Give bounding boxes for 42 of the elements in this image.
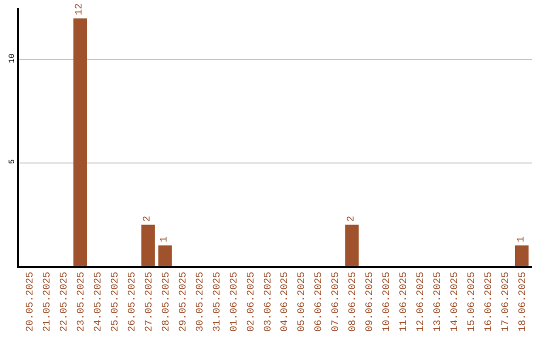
x-tick-label: 20.05.2025 (25, 272, 36, 332)
data-label: 12 (74, 3, 86, 16)
bar (515, 245, 529, 266)
x-tick-label: 07.06.2025 (331, 272, 342, 332)
x-tick-label: 30.05.2025 (195, 272, 206, 332)
bar (158, 245, 172, 266)
x-tick-label: 25.05.2025 (110, 272, 122, 332)
x-tick-label: 03.06.2025 (263, 272, 274, 332)
x-tick-label: 04.06.2025 (280, 272, 292, 332)
x-tick-label: 15.06.2025 (467, 272, 478, 332)
x-tick-label: 24.05.2025 (93, 272, 104, 332)
x-tick-label: 11.06.2025 (399, 272, 410, 332)
x-tick-label: 23.05.2025 (76, 272, 88, 332)
x-tick-label: 13.06.2025 (433, 272, 444, 332)
data-label: 1 (160, 236, 171, 242)
x-tick-label: 12.06.2025 (416, 272, 428, 332)
data-label: 2 (346, 216, 358, 222)
bar (141, 224, 155, 266)
x-tick-label: 16.06.2025 (484, 272, 496, 332)
bar (345, 224, 359, 266)
y-tick-label: 10 (8, 53, 18, 64)
x-tick-label: 05.06.2025 (297, 272, 308, 332)
x-tick-label: 21.05.2025 (42, 272, 54, 332)
bar (73, 18, 87, 266)
x-tick-label: 06.06.2025 (314, 272, 326, 332)
x-tick-label: 18.06.2025 (518, 272, 530, 332)
data-label: 1 (516, 236, 528, 242)
data-label: 2 (142, 216, 154, 222)
x-tick-label: 02.06.2025 (246, 272, 258, 332)
x-tick-label: 29.05.2025 (178, 272, 190, 332)
y-tick-label: 5 (8, 159, 18, 164)
x-tick-label: 26.05.2025 (127, 272, 138, 332)
x-tick-label: 28.05.2025 (161, 272, 172, 332)
x-tick-label: 22.05.2025 (59, 272, 70, 332)
x-tick-label: 17.06.2025 (501, 272, 512, 332)
x-tick-label: 14.06.2025 (450, 272, 462, 332)
x-tick-label: 10.06.2025 (382, 272, 394, 332)
x-tick-label: 01.06.2025 (229, 272, 240, 332)
x-tick-label: 31.05.2025 (212, 272, 224, 332)
x-tick-label: 08.06.2025 (348, 272, 360, 332)
x-tick-label: 27.05.2025 (144, 272, 156, 332)
x-tick-label: 09.06.2025 (365, 272, 376, 332)
